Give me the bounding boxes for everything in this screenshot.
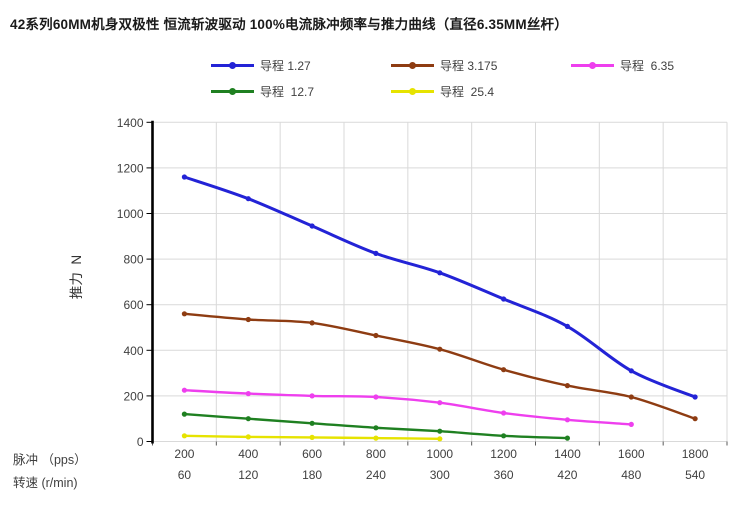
data-point xyxy=(181,174,187,180)
data-point xyxy=(373,394,379,400)
data-point xyxy=(628,421,634,427)
x-tick-label-rpm: 480 xyxy=(621,468,641,482)
legend-dot-marker xyxy=(229,61,236,69)
legend-line-marker xyxy=(211,61,254,69)
legend-line-marker xyxy=(391,61,434,69)
data-point xyxy=(245,434,251,440)
data-point xyxy=(501,433,507,439)
legend-item-1: 导程 3.175 xyxy=(391,52,571,78)
legend-line-marker xyxy=(391,87,434,95)
data-point xyxy=(309,420,315,426)
legend-item-label: 导程 3.175 xyxy=(440,58,498,73)
data-point xyxy=(181,311,187,317)
data-point xyxy=(437,400,443,406)
data-point xyxy=(373,250,379,256)
x-tick-label-pps: 800 xyxy=(366,447,386,461)
legend-line-marker xyxy=(571,61,614,69)
legend-item-label: 导程 12.7 xyxy=(260,84,315,99)
legend-item-0: 导程 1.27 xyxy=(211,52,391,78)
x-tick-label-rpm: 420 xyxy=(557,468,577,482)
legend-item-2: 导程 6.35 xyxy=(571,52,750,78)
x-axis-caption-rpm: 转速 (r/min) xyxy=(13,475,78,490)
data-point xyxy=(564,435,571,441)
legend-item-label: 导程 6.35 xyxy=(620,58,675,73)
data-point xyxy=(373,435,379,441)
data-point xyxy=(692,394,698,400)
data-point xyxy=(373,425,379,431)
data-point xyxy=(564,323,571,329)
data-point xyxy=(245,316,251,323)
x-tick-label-pps: 1800 xyxy=(682,447,709,461)
data-point xyxy=(437,270,443,276)
data-point xyxy=(628,368,634,374)
x-tick-label-pps: 200 xyxy=(174,447,194,461)
legend-item-4: 导程 25.4 xyxy=(391,78,571,104)
legend-item-label: 导程 25.4 xyxy=(440,84,495,99)
x-tick-label-pps: 400 xyxy=(238,447,258,461)
data-point xyxy=(628,394,634,400)
data-point xyxy=(245,391,251,397)
data-point xyxy=(692,416,698,422)
legend-line-marker xyxy=(211,87,254,95)
y-tick-label: 1200 xyxy=(117,161,144,175)
chart-title: 42系列60MM机身双极性 恒流斩波驱动 100%电流脉冲频率与推力曲线（直径6… xyxy=(10,17,568,32)
x-tick-label-pps: 1400 xyxy=(554,447,581,461)
legend-dot-marker xyxy=(589,61,596,69)
legend-item-3: 导程 12.7 xyxy=(211,78,391,104)
data-point xyxy=(181,433,187,439)
y-tick-label: 200 xyxy=(123,389,143,403)
data-point xyxy=(245,416,251,422)
data-point xyxy=(501,367,507,373)
legend-dot-marker xyxy=(409,61,416,69)
legend-dot-marker xyxy=(229,87,236,95)
x-tick-label-rpm: 120 xyxy=(238,468,258,482)
data-point xyxy=(564,383,571,389)
data-point xyxy=(309,434,315,440)
plot-area: 0 200 400 600 800 1000 1200 1400 200 400 600 800 100… xyxy=(117,116,728,482)
y-tick-label: 1000 xyxy=(117,207,144,221)
x-tick-label-pps: 1000 xyxy=(426,447,453,461)
y-tick-label: 600 xyxy=(123,298,143,312)
x-tick-label-rpm: 540 xyxy=(685,468,705,482)
data-point xyxy=(437,428,443,434)
data-point xyxy=(181,387,187,393)
data-point xyxy=(373,332,379,339)
x-tick-label-pps: 600 xyxy=(302,447,322,461)
x-tick-label-rpm: 300 xyxy=(430,468,450,482)
data-point xyxy=(309,393,315,399)
x-tick-label-rpm: 60 xyxy=(178,468,192,482)
y-tick-label: 1400 xyxy=(117,116,144,130)
data-point xyxy=(245,196,251,202)
legend-item-label: 导程 1.27 xyxy=(260,58,311,73)
y-tick-label: 0 xyxy=(137,435,144,449)
chart-legend: 导程 1.27 导程 3.175 导程 6.35 导程 12.7 导程 25.4 xyxy=(211,52,750,104)
data-point xyxy=(501,296,507,302)
x-tick-label-rpm: 180 xyxy=(302,468,322,482)
data-point xyxy=(437,436,443,442)
data-point xyxy=(309,223,315,229)
legend-dot-marker xyxy=(409,87,416,95)
x-tick-label-rpm: 240 xyxy=(366,468,386,482)
data-point xyxy=(501,410,507,416)
x-axis-caption-pps: 脉冲 （pps） xyxy=(13,452,87,467)
y-tick-label: 800 xyxy=(123,253,143,267)
data-point xyxy=(181,411,187,417)
data-point xyxy=(309,320,315,326)
y-tick-label: 400 xyxy=(123,344,143,358)
x-tick-label-rpm: 360 xyxy=(494,468,514,482)
series-line-0 xyxy=(182,175,697,399)
data-point xyxy=(437,346,443,352)
data-point xyxy=(564,417,571,423)
x-tick-label-pps: 1200 xyxy=(490,447,517,461)
x-tick-label-pps: 1600 xyxy=(618,447,645,461)
